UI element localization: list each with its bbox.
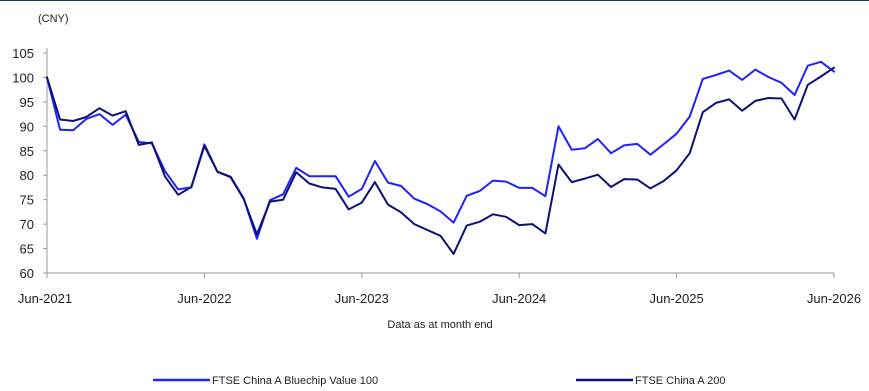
y-tick-label: 65: [20, 242, 34, 257]
y-tick-label: 105: [12, 46, 34, 61]
legend-label-1: FTSE China A Bluechip Value 100: [212, 375, 378, 387]
y-tick-label: 100: [12, 70, 34, 85]
x-tick-label: Jun-2024: [492, 291, 546, 306]
x-tick-label: Jun-2023: [335, 291, 389, 306]
y-tick-label: 70: [20, 217, 34, 232]
legend-label-2: FTSE China A 200: [635, 375, 726, 387]
y-tick-label: 85: [20, 144, 34, 159]
top-rule: [0, 0, 869, 1]
y-tick-label: 95: [20, 95, 34, 110]
y-tick-label: 90: [20, 119, 34, 134]
series-layer: [46, 60, 835, 255]
legend: FTSE China A Bluechip Value 100 FTSE Chin…: [153, 375, 726, 387]
x-tick-label: Jun-2021: [18, 291, 72, 306]
x-tick-label: Jun-2022: [177, 291, 231, 306]
x-tick-label: Jun-2025: [649, 291, 703, 306]
series-line-2: [46, 66, 835, 255]
y-tick-label: 80: [20, 168, 34, 183]
x-tick-label: Jun-2026: [807, 291, 861, 306]
y-tick-label: 60: [20, 266, 34, 281]
y-tick-label: 75: [20, 193, 34, 208]
y-axis-unit-label: (CNY): [38, 13, 69, 25]
chart-note: Data as at month end: [387, 319, 492, 331]
axes-layer: 60 65 70 75 80 85 90 95 100 105 Jun-2021 Jun-2022 Ju…: [12, 46, 861, 306]
series-line-1: [46, 60, 835, 240]
